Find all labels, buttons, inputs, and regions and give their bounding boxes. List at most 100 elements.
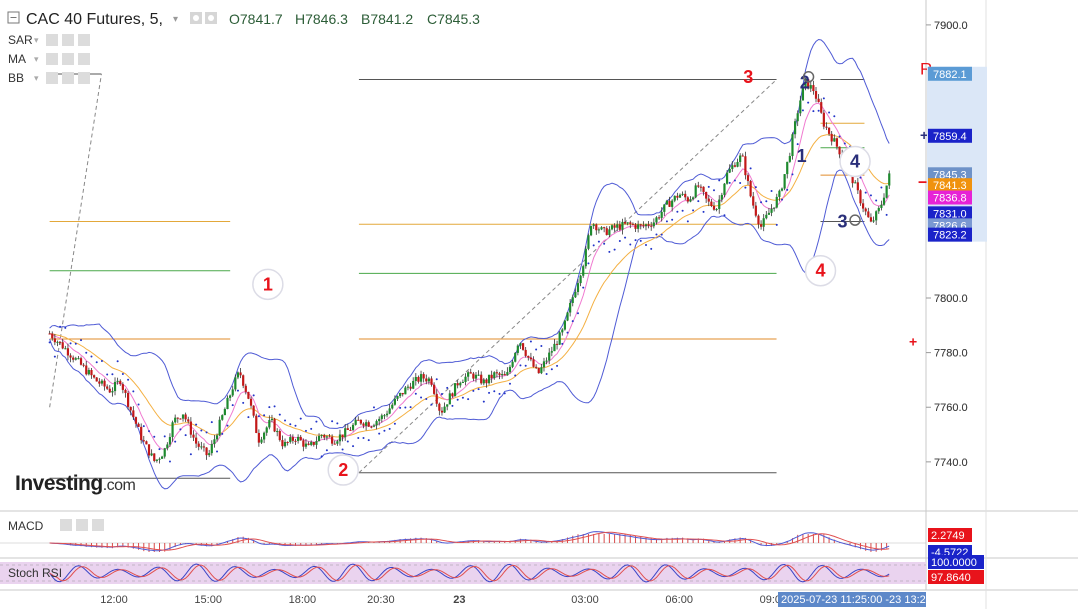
candle-body[interactable]	[553, 343, 556, 352]
candle-body[interactable]	[516, 345, 519, 353]
candle-body[interactable]	[770, 208, 773, 213]
candle-body[interactable]	[119, 380, 122, 385]
candle-body[interactable]	[90, 370, 93, 376]
candle-body[interactable]	[822, 112, 825, 127]
candle-body[interactable]	[137, 423, 140, 427]
candle-body[interactable]	[864, 208, 867, 212]
candle-body[interactable]	[92, 375, 96, 378]
candle-body[interactable]	[140, 426, 143, 441]
candle-body[interactable]	[788, 156, 791, 162]
candle-body[interactable]	[208, 453, 211, 456]
candle-body[interactable]	[775, 196, 778, 208]
candle-body[interactable]	[315, 441, 318, 445]
candle-body[interactable]	[385, 413, 389, 416]
candle-body[interactable]	[168, 437, 172, 445]
candle-body[interactable]	[367, 422, 370, 427]
candle-body[interactable]	[276, 431, 279, 433]
candle-body[interactable]	[650, 225, 653, 227]
candle-body[interactable]	[166, 444, 169, 449]
eye-icon[interactable]	[46, 72, 58, 84]
candle-body[interactable]	[391, 404, 394, 409]
candle-body[interactable]	[126, 392, 130, 407]
candle-body[interactable]	[278, 431, 281, 441]
candle-body[interactable]	[521, 343, 525, 350]
candle-body[interactable]	[291, 437, 294, 441]
candle-body[interactable]	[365, 422, 368, 426]
candle-body[interactable]	[247, 391, 250, 399]
candle-body[interactable]	[121, 384, 124, 390]
candle-body[interactable]	[746, 175, 750, 181]
candle-body[interactable]	[249, 398, 253, 406]
candle-body[interactable]	[464, 376, 467, 382]
candle-body[interactable]	[111, 391, 114, 393]
candle-body[interactable]	[631, 223, 635, 225]
candle-body[interactable]	[529, 357, 533, 360]
candle-body[interactable]	[783, 174, 786, 189]
candle-body[interactable]	[142, 440, 145, 442]
candle-body[interactable]	[77, 358, 80, 360]
candle-body[interactable]	[270, 418, 274, 421]
candle-body[interactable]	[765, 214, 768, 219]
candle-body[interactable]	[830, 133, 833, 142]
candle-body[interactable]	[875, 211, 878, 221]
candle-body[interactable]	[263, 432, 266, 440]
candle-body[interactable]	[838, 146, 841, 155]
gear-icon[interactable]	[62, 34, 74, 46]
candle-body[interactable]	[474, 374, 478, 379]
candle-body[interactable]	[320, 435, 323, 437]
candle-body[interactable]	[354, 419, 357, 425]
candle-body[interactable]	[79, 358, 83, 365]
candle-body[interactable]	[265, 427, 268, 433]
candle-body[interactable]	[338, 434, 342, 442]
candle-body[interactable]	[472, 373, 475, 379]
candle-body[interactable]	[307, 443, 310, 445]
candle-body[interactable]	[281, 440, 284, 447]
candle-body[interactable]	[236, 372, 240, 378]
candle-body[interactable]	[87, 370, 90, 375]
candle-body[interactable]	[48, 333, 51, 335]
candle-body[interactable]	[64, 348, 67, 350]
candle-body[interactable]	[85, 365, 88, 375]
candle-body[interactable]	[634, 224, 637, 229]
candle-body[interactable]	[310, 442, 313, 445]
candle-body[interactable]	[885, 185, 888, 198]
candle-body[interactable]	[482, 379, 485, 384]
candle-body[interactable]	[106, 386, 109, 389]
candle-body[interactable]	[268, 420, 271, 428]
candle-body[interactable]	[302, 440, 305, 447]
candle-body[interactable]	[176, 417, 179, 419]
candle-body[interactable]	[767, 212, 771, 215]
candle-body[interactable]	[535, 366, 538, 368]
candle-body[interactable]	[297, 436, 300, 441]
candle-body[interactable]	[759, 224, 763, 227]
candle-body[interactable]	[430, 378, 433, 385]
candle-body[interactable]	[312, 442, 315, 445]
candle-body[interactable]	[393, 398, 396, 405]
candle-body[interactable]	[61, 342, 64, 349]
candle-body[interactable]	[681, 193, 684, 195]
candle-body[interactable]	[600, 227, 603, 230]
candle-body[interactable]	[566, 312, 569, 321]
candle-body[interactable]	[362, 423, 365, 426]
candle-body[interactable]	[720, 194, 723, 200]
candle-body[interactable]	[799, 100, 802, 114]
candle-body[interactable]	[223, 409, 226, 416]
candle-body[interactable]	[244, 385, 247, 392]
candle-body[interactable]	[419, 374, 423, 382]
candle-body[interactable]	[548, 352, 551, 361]
candle-body[interactable]	[200, 446, 203, 448]
eye-icon[interactable]	[46, 34, 58, 46]
candle-body[interactable]	[171, 422, 174, 438]
candle-body[interactable]	[542, 361, 546, 368]
candle-body[interactable]	[715, 209, 718, 211]
candle-body[interactable]	[213, 439, 216, 445]
candle-body[interactable]	[817, 98, 820, 103]
candle-body[interactable]	[215, 435, 219, 440]
candle-body[interactable]	[485, 379, 488, 384]
candle-body[interactable]	[867, 211, 870, 218]
candle-body[interactable]	[108, 388, 111, 393]
candle-body[interactable]	[286, 441, 289, 443]
candle-body[interactable]	[255, 415, 258, 433]
candle-body[interactable]	[145, 441, 148, 445]
candle-body[interactable]	[576, 283, 580, 292]
